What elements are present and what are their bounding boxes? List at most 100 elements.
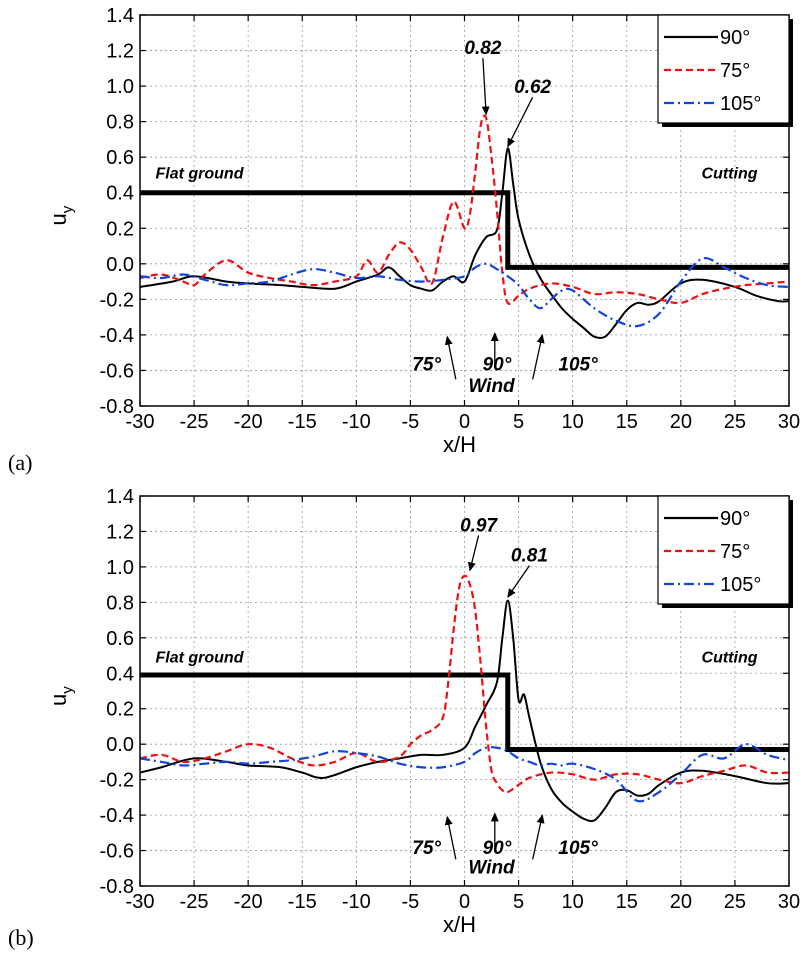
x-tick-label: 0 <box>459 891 470 913</box>
series-group <box>139 574 790 823</box>
y-tick-label: 0.2 <box>106 218 134 240</box>
y-axis-label: uy <box>46 686 76 706</box>
legend-label-2: 105° <box>720 574 761 596</box>
y-tick-label: 0.6 <box>106 628 134 650</box>
y-tick-label: 0.6 <box>106 147 134 169</box>
y-tick-label: 0.0 <box>106 734 134 756</box>
annotation-3: Cutting <box>702 650 758 667</box>
annotation-6: 105° <box>558 354 598 375</box>
y-tick-label: -0.6 <box>100 841 134 863</box>
annotation-2: Flat ground <box>155 650 244 667</box>
annotation-arrow-0 <box>481 58 490 116</box>
legend-label-1: 75° <box>720 60 750 82</box>
annotation-2: Flat ground <box>155 166 244 183</box>
x-tick-label: -5 <box>402 891 420 913</box>
x-tick-label: -10 <box>342 891 371 913</box>
annotation-arrow-6 <box>532 814 545 860</box>
annotation-arrow-6 <box>532 333 545 380</box>
y-axis-label: uy <box>46 205 76 225</box>
annotation-arrow-0 <box>467 535 480 572</box>
x-tick-label: 20 <box>670 411 692 433</box>
x-tick-label: 0 <box>459 411 470 433</box>
annotation-3: Cutting <box>702 166 758 183</box>
x-tick-label: -25 <box>180 891 209 913</box>
y-tick-label: -0.2 <box>100 770 134 792</box>
series-line-0 <box>139 599 790 823</box>
annotation-arrow-1 <box>507 565 530 598</box>
y-tick-label: 0.8 <box>106 592 134 614</box>
x-tick-label: 30 <box>778 411 800 433</box>
annotation-arrow-4 <box>444 335 457 380</box>
x-tick-label: -15 <box>288 891 317 913</box>
annotation-7: Wind <box>468 376 515 397</box>
y-tick-label: 1.4 <box>106 486 134 508</box>
x-tick-label: 15 <box>616 891 638 913</box>
annotation-arrow-1 <box>507 96 534 148</box>
annotation-1: 0.62 <box>514 77 551 98</box>
x-tick-label: 25 <box>724 891 746 913</box>
chart-panel-b: -30 -25 -20 -15 -10 -5 0 5 10 15 20 25 30 -0.8 -0.6 -0.… <box>8 486 800 950</box>
y-tick-label: -0.6 <box>100 360 134 382</box>
y-axis-label-main: u <box>46 213 71 225</box>
terrain-profile <box>140 190 789 270</box>
y-tick-label: -0.2 <box>100 289 134 311</box>
x-tick-label: -30 <box>126 411 155 433</box>
y-tick-label: 0.8 <box>106 112 134 134</box>
legend-box <box>657 495 790 605</box>
x-tick-label: -25 <box>180 411 209 433</box>
y-tick-label: -0.8 <box>100 876 134 898</box>
y-tick-label: 0.4 <box>106 183 134 205</box>
annotation-6: 105° <box>558 838 598 859</box>
x-tick-label: 25 <box>724 411 746 433</box>
x-axis-label: x/H <box>443 432 476 457</box>
terrain-profile <box>140 672 789 752</box>
x-tick-label: -5 <box>402 411 420 433</box>
legend: 90° 75° 105° <box>657 14 793 127</box>
x-tick-label: -20 <box>234 891 263 913</box>
series-line-0 <box>139 147 790 340</box>
y-tick-label: 1.2 <box>106 521 134 543</box>
y-tick-label: -0.4 <box>100 805 134 827</box>
x-tick-label: 5 <box>513 411 524 433</box>
annotation-4: 75° <box>412 354 441 375</box>
x-tick-label: 30 <box>778 891 800 913</box>
annotation-5: 90° <box>483 354 512 375</box>
annotation-7: Wind <box>468 858 515 879</box>
y-tick-label: 1.2 <box>106 41 134 63</box>
x-tick-label: 20 <box>670 891 692 913</box>
legend-label-0: 90° <box>720 508 750 530</box>
panel-label: (b) <box>8 925 34 950</box>
legend: 90° 75° 105° <box>657 495 793 608</box>
series-line-2 <box>139 256 790 328</box>
y-axis-label-main: u <box>46 694 71 706</box>
annotations: 0.82 0.62 Flat ground Cutting 75° 90° 105° Wind <box>155 38 757 397</box>
legend-label-2: 105° <box>720 93 761 115</box>
annotation-0: 0.82 <box>464 38 501 59</box>
y-axis-label-sub: y <box>59 205 76 213</box>
series-line-1 <box>139 114 790 305</box>
y-tick-label: -0.4 <box>100 325 134 347</box>
series-line-1 <box>139 574 790 794</box>
x-tick-label: 5 <box>513 891 524 913</box>
y-tick-label: 0.4 <box>106 663 134 685</box>
x-tick-label: 15 <box>616 411 638 433</box>
annotations: 0.97 0.81 Flat ground Cutting 75° 90° 105° Wind <box>155 515 757 878</box>
annotation-arrow-4 <box>444 815 457 860</box>
x-axis-label: x/H <box>443 912 476 937</box>
x-tick-label: -10 <box>342 411 371 433</box>
legend-label-1: 75° <box>720 541 750 563</box>
legend-label-0: 90° <box>720 27 750 49</box>
ticks: -30 -25 -20 -15 -10 -5 0 5 10 15 20 25 30 -0.8 -0.6 -0.… <box>100 486 801 913</box>
x-tick-label: -20 <box>234 411 263 433</box>
annotation-4: 75° <box>412 838 441 859</box>
x-tick-label: -30 <box>126 891 155 913</box>
series-line-2 <box>139 743 790 803</box>
y-tick-label: 1.4 <box>106 5 134 27</box>
y-tick-label: 1.0 <box>106 76 134 98</box>
annotation-5: 90° <box>483 838 512 859</box>
y-tick-label: 0.0 <box>106 254 134 276</box>
annotation-0: 0.97 <box>460 515 498 536</box>
y-tick-label: 0.2 <box>106 699 134 721</box>
y-axis-label-sub: y <box>59 686 76 694</box>
